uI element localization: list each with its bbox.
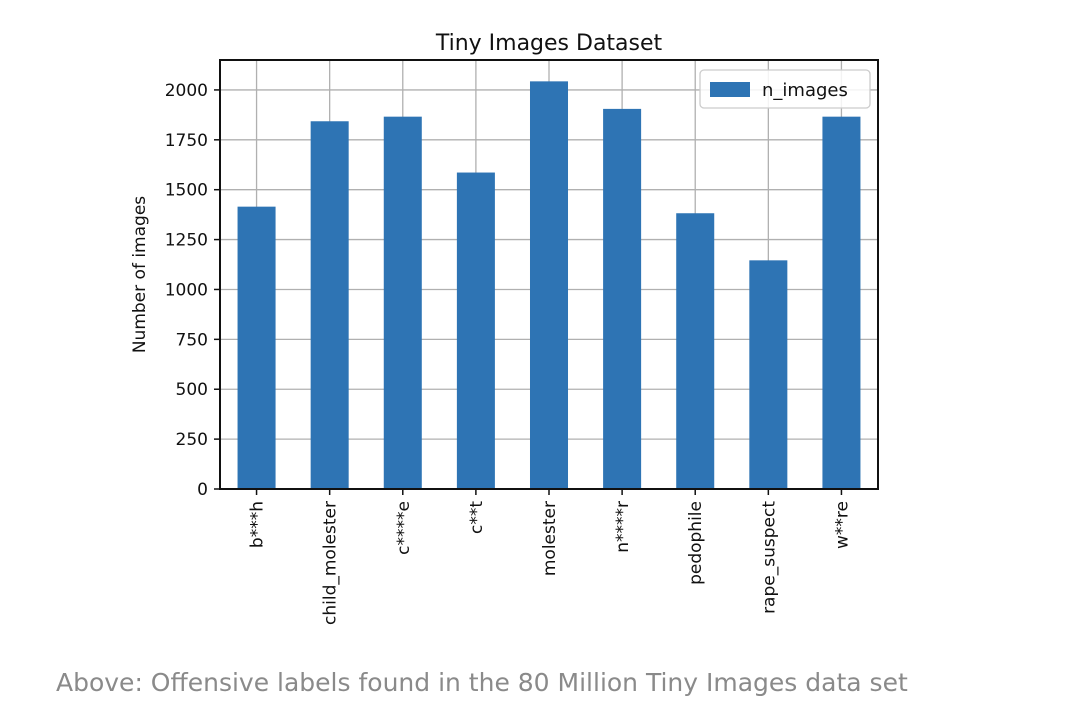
y-tick-label: 0 bbox=[197, 480, 208, 500]
bar-c****e bbox=[383, 116, 422, 489]
y-tick-label: 750 bbox=[176, 330, 208, 350]
x-tick-labels: b***h child_molester c****e c**t molester n**… bbox=[248, 501, 853, 625]
x-tick-label: b***h bbox=[248, 501, 268, 548]
y-tick-label: 1000 bbox=[165, 280, 208, 300]
y-tick-label: 500 bbox=[176, 380, 208, 400]
bars bbox=[237, 81, 861, 490]
x-tick-label: c****e bbox=[394, 501, 414, 555]
x-tick-label: molester bbox=[540, 501, 560, 576]
bar-c**t bbox=[456, 172, 495, 490]
axes bbox=[214, 59, 879, 495]
bar-pedophile bbox=[676, 213, 715, 489]
y-tick-label: 250 bbox=[176, 430, 208, 450]
x-tick-label: rape_suspect bbox=[759, 501, 779, 614]
legend-label: n_images bbox=[762, 80, 848, 101]
legend-box bbox=[699, 69, 871, 109]
bar-n****r bbox=[603, 108, 642, 489]
x-tick-label: c**t bbox=[467, 501, 487, 534]
legend-swatch bbox=[710, 82, 750, 97]
x-tick-label: child_molester bbox=[321, 501, 341, 625]
legend: n_images bbox=[699, 69, 871, 109]
x-tick-label: pedophile bbox=[686, 501, 706, 585]
bar-molester bbox=[529, 81, 569, 490]
y-tick-labels: 0 250 500 750 1000 1250 1500 1750 2000 bbox=[165, 81, 208, 500]
y-axis-title: Number of images bbox=[130, 196, 150, 353]
y-tick-label: 1500 bbox=[165, 181, 208, 201]
figure-caption: Above: Offensive labels found in the 80 … bbox=[56, 668, 908, 697]
y-tick-label: 1750 bbox=[165, 131, 208, 151]
y-tick-label: 2000 bbox=[165, 81, 208, 101]
chart-title: Tiny Images Dataset bbox=[435, 31, 663, 56]
bar-rape_suspect bbox=[749, 260, 788, 489]
bar-chart: Tiny Images Dataset Number of images 0 25… bbox=[130, 31, 879, 625]
y-tick-label: 1250 bbox=[165, 231, 208, 251]
x-tick-label: w**re bbox=[832, 501, 852, 549]
bar-b***h bbox=[237, 206, 276, 489]
x-tick-label: n****r bbox=[613, 501, 633, 553]
bar-w**re bbox=[822, 116, 861, 489]
bar-child_molester bbox=[310, 121, 349, 490]
